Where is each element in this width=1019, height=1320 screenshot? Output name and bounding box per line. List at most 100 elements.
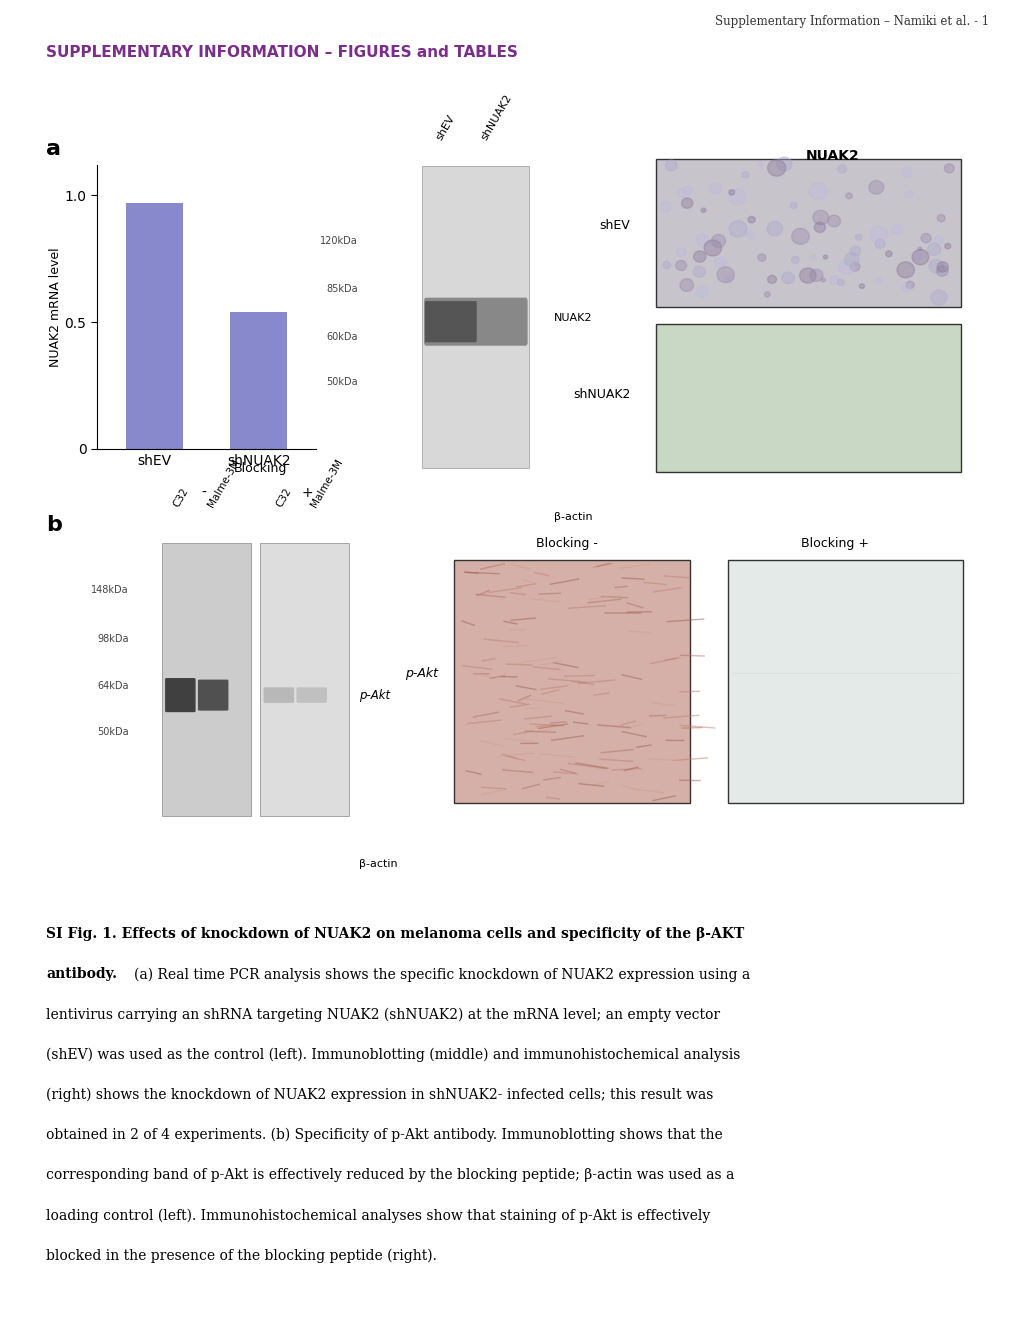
Text: shEV: shEV (599, 219, 630, 232)
Text: shEV: shEV (434, 112, 457, 141)
Bar (454, 560, 689, 804)
Circle shape (677, 189, 687, 198)
Circle shape (708, 183, 720, 194)
Text: b: b (46, 515, 62, 535)
Circle shape (896, 261, 914, 277)
Circle shape (729, 190, 734, 195)
Circle shape (692, 267, 704, 277)
Circle shape (844, 252, 858, 267)
Circle shape (680, 279, 693, 292)
Circle shape (799, 268, 815, 282)
Bar (260, 843, 348, 887)
Text: p-Akt: p-Akt (405, 667, 438, 680)
FancyBboxPatch shape (425, 301, 476, 342)
Text: 148kDa: 148kDa (91, 585, 128, 594)
Circle shape (930, 290, 947, 305)
Circle shape (700, 209, 705, 213)
Bar (727, 560, 962, 804)
Circle shape (729, 189, 746, 205)
Circle shape (822, 255, 826, 259)
Text: Blocking -: Blocking - (535, 537, 597, 550)
FancyBboxPatch shape (198, 680, 228, 710)
Text: β-actin: β-actin (359, 859, 396, 869)
Circle shape (855, 234, 861, 240)
Circle shape (781, 272, 794, 284)
Circle shape (664, 160, 677, 170)
Circle shape (812, 210, 827, 224)
Text: -: - (201, 486, 206, 500)
FancyBboxPatch shape (471, 499, 523, 533)
Text: 50kDa: 50kDa (97, 727, 128, 738)
Text: (a) Real time PCR analysis shows the specific knockdown of NUAK2 expression usin: (a) Real time PCR analysis shows the spe… (133, 968, 749, 982)
Circle shape (838, 260, 854, 275)
Circle shape (703, 240, 720, 256)
Circle shape (869, 226, 887, 243)
Circle shape (868, 181, 882, 194)
Circle shape (716, 267, 734, 282)
Text: SI Fig. 1. Effects of knockdown of NUAK2 on melanoma cells and specificity of th: SI Fig. 1. Effects of knockdown of NUAK2… (46, 927, 744, 941)
Text: shNUAK2: shNUAK2 (479, 92, 514, 141)
Text: obtained in 2 of 4 experiments. (b) Specificity of p-Akt antibody. Immunoblottin: obtained in 2 of 4 experiments. (b) Spec… (46, 1127, 721, 1142)
Text: β-actin: β-actin (554, 512, 592, 523)
Circle shape (936, 214, 945, 222)
Circle shape (767, 160, 785, 176)
Circle shape (757, 253, 765, 261)
Text: 120kDa: 120kDa (320, 236, 358, 246)
Circle shape (710, 235, 725, 248)
Circle shape (713, 257, 726, 268)
FancyBboxPatch shape (297, 688, 327, 702)
Bar (125, 203, 182, 449)
Circle shape (928, 260, 943, 273)
Bar (655, 158, 960, 306)
Circle shape (813, 222, 824, 232)
Text: lentivirus carrying an shRNA targeting NUAK2 (shNUAK2) at the mRNA level; an emp: lentivirus carrying an shRNA targeting N… (46, 1007, 719, 1022)
FancyBboxPatch shape (263, 847, 293, 882)
Circle shape (791, 256, 798, 263)
Circle shape (675, 260, 686, 271)
Circle shape (920, 234, 930, 243)
Circle shape (935, 265, 948, 276)
Circle shape (875, 277, 881, 284)
Circle shape (828, 276, 838, 284)
Bar (655, 323, 960, 471)
Circle shape (944, 164, 954, 173)
Circle shape (874, 239, 884, 248)
Text: (shEV) was used as the control (left). Immunoblotting (middle) and immunohistoch: (shEV) was used as the control (left). I… (46, 1048, 740, 1063)
Text: 60kDa: 60kDa (326, 333, 358, 342)
Bar (230, 312, 287, 449)
Text: blocked in the presence of the blocking peptide (right).: blocked in the presence of the blocking … (46, 1249, 436, 1263)
Circle shape (810, 255, 815, 260)
Text: Supplementary Information – Namiki et al. - 1: Supplementary Information – Namiki et al… (714, 15, 988, 28)
Circle shape (820, 279, 824, 282)
Circle shape (729, 220, 746, 238)
Text: Blocking +: Blocking + (800, 537, 868, 550)
Circle shape (745, 231, 753, 239)
Circle shape (683, 186, 692, 195)
Text: 85kDa: 85kDa (326, 284, 358, 294)
Circle shape (791, 228, 808, 244)
FancyBboxPatch shape (422, 495, 529, 536)
Circle shape (826, 215, 840, 227)
Circle shape (681, 198, 692, 209)
FancyBboxPatch shape (198, 847, 228, 882)
Circle shape (808, 182, 826, 199)
Text: shNUAK2: shNUAK2 (573, 388, 630, 401)
Text: Malme-3M: Malme-3M (309, 457, 344, 510)
Text: Malme-3M: Malme-3M (206, 457, 242, 510)
Text: Blocking: Blocking (233, 462, 286, 475)
Circle shape (944, 243, 950, 249)
Circle shape (917, 247, 921, 251)
Circle shape (695, 234, 708, 247)
FancyBboxPatch shape (425, 499, 469, 533)
Circle shape (936, 261, 948, 272)
Text: (right) shows the knockdown of NUAK2 expression in shNUAK2- infected cells; this: (right) shows the knockdown of NUAK2 exp… (46, 1088, 712, 1102)
Circle shape (775, 157, 791, 172)
Text: SUPPLEMENTARY INFORMATION – FIGURES and TABLES: SUPPLEMENTARY INFORMATION – FIGURES and … (46, 45, 518, 59)
Circle shape (723, 275, 733, 282)
Text: NUAK2: NUAK2 (554, 313, 592, 323)
Text: a: a (46, 139, 61, 158)
Circle shape (850, 263, 859, 271)
Circle shape (926, 243, 940, 255)
Circle shape (659, 202, 671, 211)
Text: 50kDa: 50kDa (326, 376, 358, 387)
